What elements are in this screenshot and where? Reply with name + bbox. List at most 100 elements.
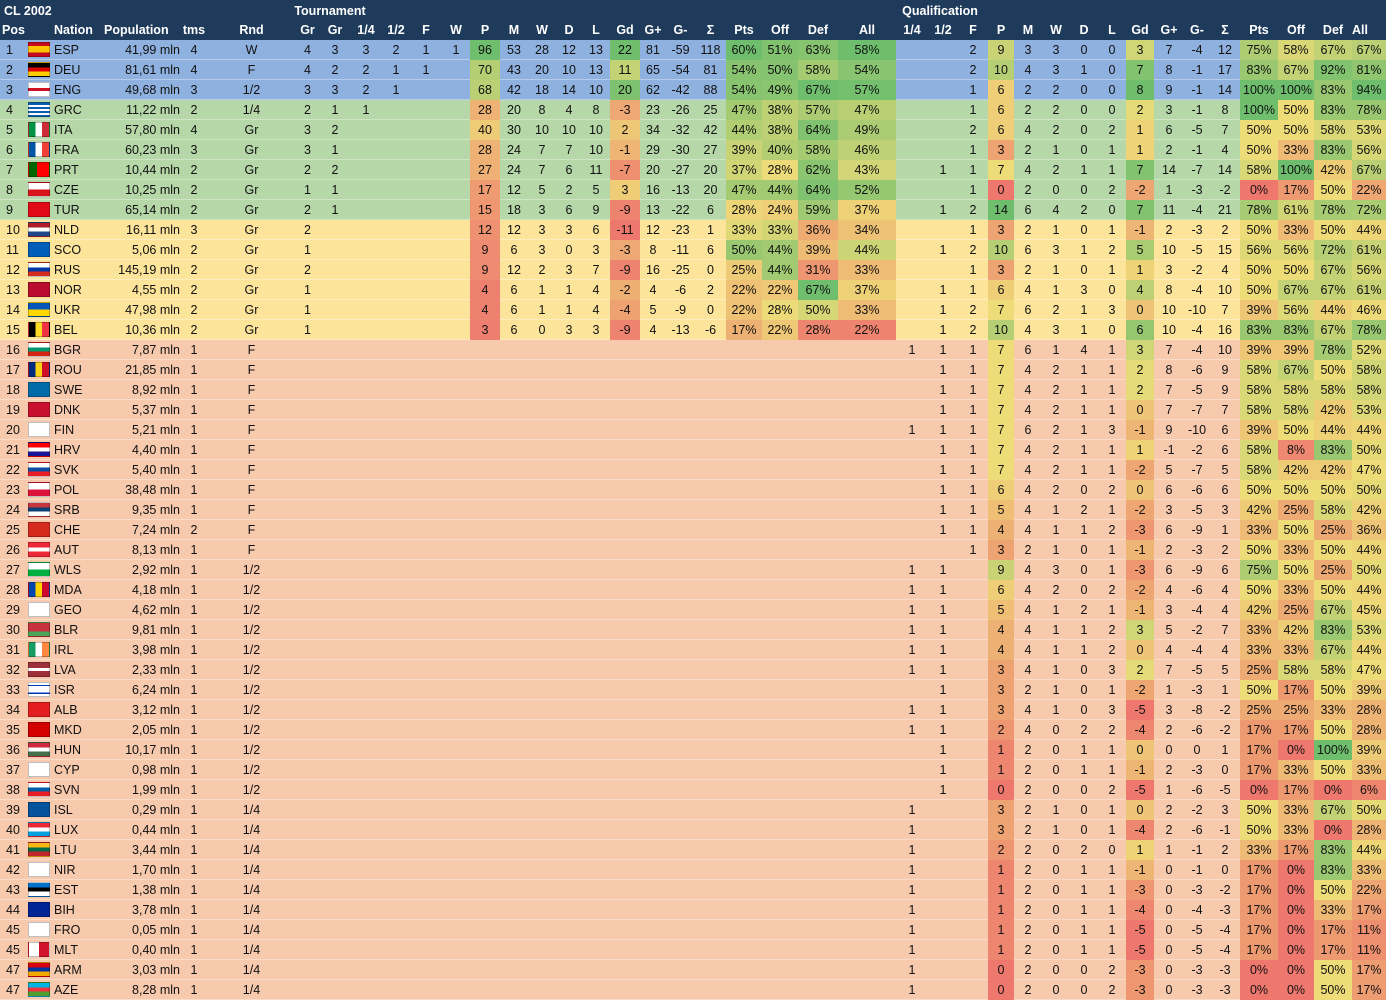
row-tournament-def: 62% [798,160,838,180]
row-qualification-p: 0 [988,180,1014,200]
row-pos: 33 [6,683,20,697]
row-tournament-g-: -32 [671,123,690,137]
row-tournament-- [695,820,726,840]
row-tournament-d [556,420,582,440]
row-qualification-g-: 2 [1165,803,1173,817]
row-tournament-gr [295,640,320,660]
row-tournament-1-2 [382,380,410,400]
row-qualification-off: 17% [1278,720,1314,740]
row-qualification-off: 58% [1278,40,1314,60]
row-tms: 1 [190,663,198,677]
row-tournament-w [442,320,470,340]
row-round: F [247,483,256,497]
row-qualification-m: 2 [1024,823,1032,837]
row-tournament-w [528,460,556,480]
table-row: 22 SVK 5,40 mln 1 F 1 1 7 4 2 1 1 -2 5 -7 5 58% 42% 42% 47% [0,460,1386,480]
row-qualification-d: 2 [1080,843,1088,857]
row-qualification-d: 1 [1080,303,1088,317]
row-tournament-gd: -7 [610,160,640,180]
row-qualification-1-4: 1 [908,963,916,977]
row-qualification-g-: 3 [1165,703,1173,717]
row-qualification-l: 1 [1108,443,1116,457]
row-qualification-def: 83% [1314,80,1352,100]
row-tournament-f [410,760,442,780]
row-tournament-pts [726,660,762,680]
row-qualification-w: 1 [1052,823,1060,837]
row-tournament-l [582,840,610,860]
row-tournament-l [582,460,610,480]
row-qualification-1-2 [928,980,958,1000]
row-population: 21,85 mln [125,363,180,377]
row-qualification-all: 42% [1352,500,1386,520]
row-tournament-1-2 [382,580,410,600]
row-qualification-w: 3 [1052,63,1060,77]
row-tournament--: 88 [703,83,718,97]
row-qualification-w: 0 [1052,903,1060,917]
row-qualification-1-4 [896,400,928,420]
row-qualification-off: 25% [1278,600,1314,620]
row-qualification-g-: -5 [1191,243,1203,257]
table-row: 47 ARM 3,03 mln 1 1/4 1 0 2 0 0 2 -3 0 -3 -3 0% 0% 50% 17% [0,960,1386,980]
row-qualification-m: 4 [1024,123,1032,137]
row-tournament-g- [666,940,695,960]
row-tournament-pts [726,900,762,920]
row-nation: DEU [54,63,81,77]
row-tournament-1-4 [350,920,382,940]
row-tournament-g- [640,980,666,1000]
table-row: 14 UKR 47,98 mln 2 Gr 1 4 6 1 1 4 -4 5 -9 0 22% 28% 50% 33… [0,300,1386,320]
row-tournament-gr [295,960,320,980]
row-pos: 1 [6,43,13,57]
row-population: 57,80 mln [125,123,180,137]
row-population: 0,29 mln [132,803,180,817]
row-tournament-d [556,800,582,820]
row-qualification-gd: 0 [1126,480,1154,500]
row-qualification-1-4 [896,740,928,760]
row-nation: SWE [54,383,83,397]
tournament-group-label: Tournament [294,4,366,18]
row-tournament-off [762,880,798,900]
row-qualification-m: 4 [1024,443,1032,457]
row-divider [0,719,1386,720]
row-qualification-l: 1 [1108,143,1116,157]
row-tournament--: 6 [707,203,714,217]
row-qualification-g-: 5 [1165,463,1173,477]
row-qualification-1-2: 1 [939,203,947,217]
row-tournament-m: 20 [507,103,521,117]
row-divider [0,99,1386,100]
row-qualification-l: 1 [1108,823,1116,837]
row-qualification-gd: -1 [1126,600,1154,620]
row-qualification-all: 81% [1352,60,1386,80]
flag-belarus-icon [28,622,50,637]
table-row: 30 BLR 9,81 mln 1 1/2 1 1 4 4 1 1 2 3 5 -2 7 33% 42% 83% 53… [0,620,1386,640]
row-qualification-g-: 4 [1165,583,1173,597]
row-qualification-l: 1 [1108,263,1116,277]
row-qualification-g-: 10 [1162,323,1176,337]
row-tournament-def: 36% [798,220,838,240]
row-tournament-gr: 2 [304,103,311,117]
row-tournament-w [442,700,470,720]
row-tournament-gd [610,880,640,900]
row-tms: 2 [190,203,198,217]
row-round: 1/4 [242,883,261,897]
row-qualification--: 16 [1218,323,1232,337]
row-tournament-- [695,540,726,560]
row-qualification-g-: -1 [1163,443,1175,457]
row-tms: 1 [190,883,198,897]
row-qualification-p: 0 [988,960,1014,980]
row-qualification-f: 1 [969,343,977,357]
row-population: 0,98 mln [132,763,180,777]
table-row: 32 LVA 2,33 mln 1 1/2 1 1 3 4 1 0 3 2 7 -5 5 25% 58% 58% 47… [0,660,1386,680]
row-tournament-g-: -59 [671,43,690,57]
row-qualification-off: 17% [1278,180,1314,200]
row-qualification-1-4 [896,160,928,180]
row-qualification-l: 1 [1108,223,1116,237]
row-qualification-g-: -1 [1191,63,1203,77]
row-qualification--: 7 [1221,123,1229,137]
row-nation: TUR [54,203,80,217]
row-tournament-off [762,920,798,940]
row-qualification-1-2: 1 [939,403,947,417]
row-tournament-g- [666,740,695,760]
flag-spain-icon [28,42,50,57]
row-tms: 1 [190,503,198,517]
table-row: 1 ESP 41,99 mln 4 W 4 3 3 2 1 1 96 53 28 12 13 22 81 -59 11… [0,40,1386,60]
